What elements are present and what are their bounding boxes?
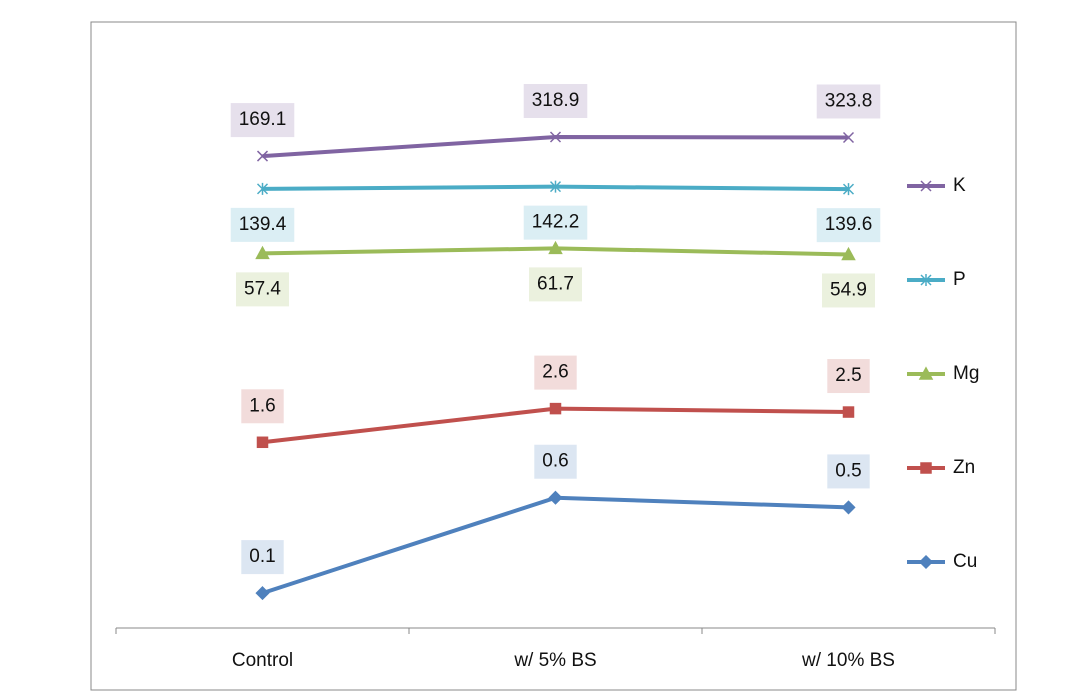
- data-label-bg: [534, 355, 577, 390]
- data-label-bg: [241, 389, 284, 424]
- marker: [842, 131, 855, 144]
- marker: [842, 406, 855, 418]
- x-tick-label: Control: [232, 650, 293, 671]
- data-label-bg: [529, 267, 582, 302]
- data-label: 0.6: [542, 451, 568, 472]
- marker: [920, 180, 932, 192]
- data-label: 142.2: [532, 212, 580, 233]
- marker: [842, 183, 855, 196]
- marker: [920, 274, 932, 286]
- data-label-bg: [241, 540, 284, 575]
- marker: [548, 240, 563, 255]
- data-label: 0.5: [835, 460, 861, 481]
- marker: [549, 131, 562, 143]
- marker: [841, 246, 856, 261]
- marker: [255, 245, 270, 260]
- marker: [549, 180, 562, 193]
- legend-label: Cu: [953, 551, 977, 572]
- marker: [256, 182, 269, 195]
- legend-label: K: [953, 175, 966, 196]
- marker: [920, 462, 932, 474]
- data-label: 2.6: [542, 362, 568, 383]
- data-label: 318.9: [532, 90, 580, 111]
- data-label: 57.4: [244, 278, 281, 299]
- marker: [256, 436, 269, 449]
- chart-frame: [90, 21, 1017, 691]
- data-label-bg: [534, 444, 577, 479]
- data-label-bg: [822, 273, 875, 308]
- marker: [841, 500, 856, 515]
- data-label-bg: [827, 359, 870, 394]
- data-label: 1.6: [249, 395, 275, 416]
- data-label: 2.5: [835, 365, 861, 386]
- data-label-bg: [816, 84, 881, 119]
- data-label: 61.7: [537, 273, 574, 294]
- data-label: 323.8: [825, 91, 873, 112]
- legend-label: Zn: [953, 457, 975, 478]
- data-label-bg: [827, 454, 870, 489]
- legend-label: P: [953, 269, 966, 290]
- data-label-bg: [816, 208, 881, 243]
- data-label-bg: [523, 205, 588, 240]
- x-tick-label: w/ 5% BS: [513, 650, 596, 671]
- marker: [256, 150, 269, 162]
- data-label-bg: [236, 272, 289, 307]
- data-label: 54.9: [830, 279, 867, 300]
- marker: [548, 490, 563, 505]
- data-label: 139.6: [825, 214, 873, 235]
- legend-label: Mg: [953, 363, 979, 384]
- marker: [255, 586, 270, 601]
- marker: [549, 402, 562, 415]
- data-label: 0.1: [249, 546, 275, 567]
- data-label: 139.4: [239, 214, 287, 235]
- data-label-bg: [523, 84, 588, 119]
- data-label: 169.1: [239, 109, 287, 130]
- marker: [918, 366, 934, 380]
- data-label-bg: [230, 103, 295, 138]
- x-tick-label: w/ 10% BS: [801, 650, 895, 671]
- marker: [918, 554, 934, 570]
- data-label-bg: [230, 207, 295, 242]
